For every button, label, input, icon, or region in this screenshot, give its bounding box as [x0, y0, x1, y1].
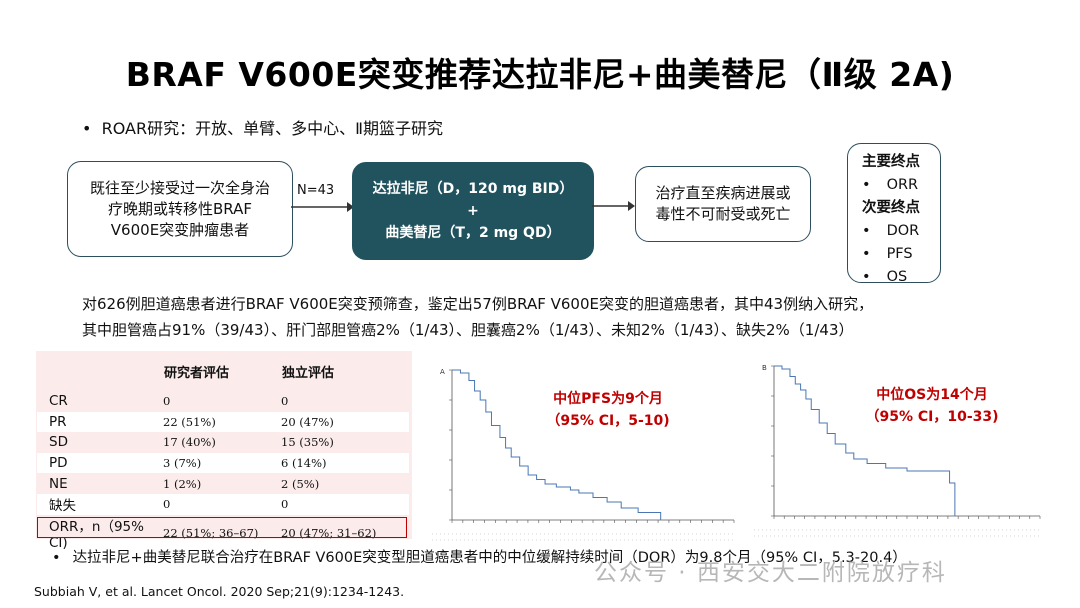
- table-header-row: 研究者评估 独立评估: [37, 351, 409, 391]
- patients-line-2: 疗晚期或转移性BRAF: [107, 199, 252, 218]
- watermark: 公众号 · 西安交大二附院放疗科: [594, 560, 947, 586]
- table-row: CR 0 0: [37, 391, 409, 412]
- screening-description: 对626例胆道癌患者进行BRAF V600E突变预筛查，鉴定出57例BRAF V…: [82, 291, 1042, 343]
- panel-letter: A: [440, 368, 445, 376]
- arrow-to-treatment-icon: [291, 202, 354, 212]
- os-median: 中位OS为14个月: [876, 387, 988, 403]
- investigator-value: 3 (7%): [163, 456, 202, 471]
- table-row: NE 1 (2%) 2 (5%): [37, 473, 409, 494]
- table-row: PD 3 (7%) 6 (14%): [37, 452, 409, 474]
- independent-value: 2 (5%): [281, 476, 320, 491]
- table-background: [36, 351, 412, 539]
- study-design-bullet: • ROAR研究：开放、单臂、多中心、Ⅱ期篮子研究: [82, 119, 443, 138]
- treatment-box: 达拉非尼（D，120 mg BID） + 曲美替尼（T，2 mg QD）: [352, 162, 594, 260]
- secondary-endpoint-heading: 次要终点: [862, 200, 920, 216]
- treatment-plus: +: [467, 203, 479, 219]
- investigator-value: 1 (2%): [163, 476, 202, 491]
- pfs-ci: （95% CI，5-10): [546, 413, 670, 429]
- independent-value: 0: [281, 497, 289, 512]
- os-km-plot: B: [754, 364, 1041, 537]
- treatment-until-box: 治疗直至疾病进展或 毒性不可耐受或死亡: [635, 166, 811, 242]
- pfs-km-plot: A: [432, 368, 735, 541]
- citation: Subbiah V, et al. Lancet Oncol. 2020 Sep…: [34, 584, 405, 599]
- description-line-2: 其中胆管癌占91%（39/43）、肝门部胆管癌2%（1/43）、胆囊癌2%（1/…: [82, 321, 854, 339]
- os-ci: （95% CI，10-33): [865, 409, 999, 425]
- until-line-2: 毒性不可耐受或死亡: [655, 205, 791, 223]
- study-design-text: ROAR研究：开放、单臂、多中心、Ⅱ期篮子研究: [101, 119, 443, 138]
- table-row: 缺失 0 0: [37, 493, 409, 515]
- row-label: PD: [49, 455, 68, 472]
- independent-value: 15 (35%): [281, 435, 334, 450]
- table-row: SD 17 (40%) 15 (35%): [37, 432, 409, 453]
- panel-letter: B: [762, 364, 767, 372]
- investigator-value: 22 (51%): [163, 414, 216, 429]
- endpoints-box: 主要终点 ORR 次要终点 DOR PFS OS: [847, 143, 941, 285]
- description-line-1: 对626例胆道癌患者进行BRAF V600E突变预筛查，鉴定出57例BRAF V…: [82, 295, 874, 313]
- investigator-value: 17 (40%): [163, 435, 216, 450]
- independent-value: 20 (47%; 31–62): [281, 525, 377, 540]
- arrow-to-outcome-icon: [592, 201, 635, 211]
- table-header-investigator: 研究者评估: [164, 365, 230, 381]
- row-label: SD: [49, 434, 68, 451]
- survival-curve: [452, 369, 662, 520]
- patients-line-3: V600E突变肿瘤患者: [110, 220, 250, 239]
- independent-value: 0: [281, 394, 289, 409]
- until-line-1: 治疗直至疾病进展或: [655, 184, 791, 202]
- treatment-drug-2: 曲美替尼（T，2 mg QD）: [385, 225, 561, 241]
- endpoint-pfs: PFS: [862, 243, 940, 266]
- pfs-median: 中位PFS为9个月: [553, 391, 663, 407]
- response-table: 研究者评估 独立评估 CR 0 0 PR 22 (51%) 20 (47%) SD 17 (4…: [37, 351, 409, 551]
- survival-curve: [774, 365, 956, 516]
- enrollment-count: N=43: [297, 183, 335, 198]
- table-row: ORR，n（95% CI) 22 (51%; 36–67) 20 (47%; 31–…: [37, 515, 409, 551]
- row-label: 缺失: [49, 498, 76, 515]
- independent-value: 20 (47%): [281, 414, 334, 429]
- row-label: PR: [49, 413, 67, 430]
- endpoint-dor: DOR: [862, 220, 940, 243]
- eligible-patients-box: 既往至少接受过一次全身治 疗晚期或转移性BRAF V600E突变肿瘤患者: [67, 161, 293, 257]
- investigator-value: 0: [163, 394, 171, 409]
- row-label: CR: [49, 393, 68, 410]
- patients-line-1: 既往至少接受过一次全身治: [89, 178, 270, 197]
- table-row: PR 22 (51%) 20 (47%): [37, 411, 409, 433]
- os-annotation: 中位OS为14个月 （95% CI，10-33): [852, 384, 1012, 428]
- primary-endpoint-heading: 主要终点: [862, 154, 920, 170]
- table-header-independent: 独立评估: [282, 365, 335, 381]
- investigator-value: 22 (51%; 36–67): [163, 525, 259, 540]
- page-title: BRAF V600E突变推荐达拉非尼+曲美替尼（Ⅱ级 2A): [125, 55, 955, 94]
- pfs-annotation: 中位PFS为9个月 （95% CI，5-10): [528, 388, 688, 432]
- independent-value: 6 (14%): [281, 456, 327, 471]
- treatment-drug-1: 达拉非尼（D，120 mg BID）: [372, 181, 574, 197]
- dor-note: 达拉非尼+曲美替尼联合治疗在BRAF V600E突变型胆道癌患者中的中位缓解持续…: [52, 546, 907, 567]
- endpoint-orr: ORR: [862, 174, 940, 197]
- orr-row-highlight: [37, 517, 407, 538]
- row-label: NE: [49, 475, 68, 492]
- endpoint-os: OS: [862, 266, 940, 289]
- investigator-value: 0: [163, 497, 171, 512]
- table-header-blank: [37, 351, 163, 391]
